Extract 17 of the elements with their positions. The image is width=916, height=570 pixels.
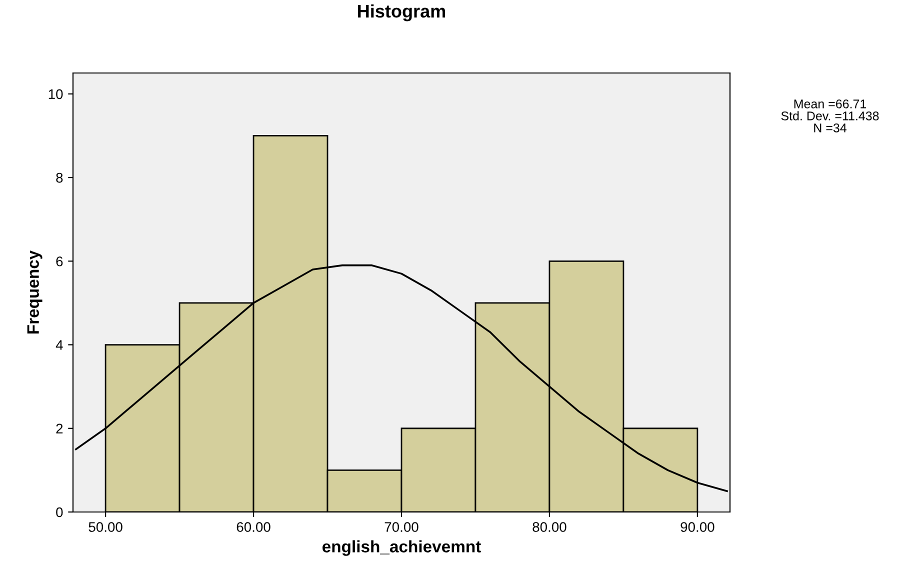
y-axis-title: Frequency [27,250,42,334]
text: N =34 [814,124,846,132]
x-tick-label: 60.00 [236,522,270,532]
y-tick-label: 4 [56,340,63,350]
y-tick-label: 0 [56,507,63,518]
chart-title: Histogram [358,4,446,22]
x-tick-label: 70.00 [384,522,418,532]
y-tick-label: 2 [56,424,63,434]
y-tick-label: 6 [56,256,63,266]
x-tick-label: 90.00 [680,522,714,532]
x-axis-title: english_achievemnt [322,540,481,556]
x-tick-label: 80.00 [532,522,566,532]
text: Std. Dev. =11.438 [781,111,879,120]
y-tick-label: 10 [48,89,63,100]
text: Mean =66.71 [794,100,866,108]
y-tick-label: 8 [56,172,63,183]
x-tick-label: 50.00 [88,522,122,532]
